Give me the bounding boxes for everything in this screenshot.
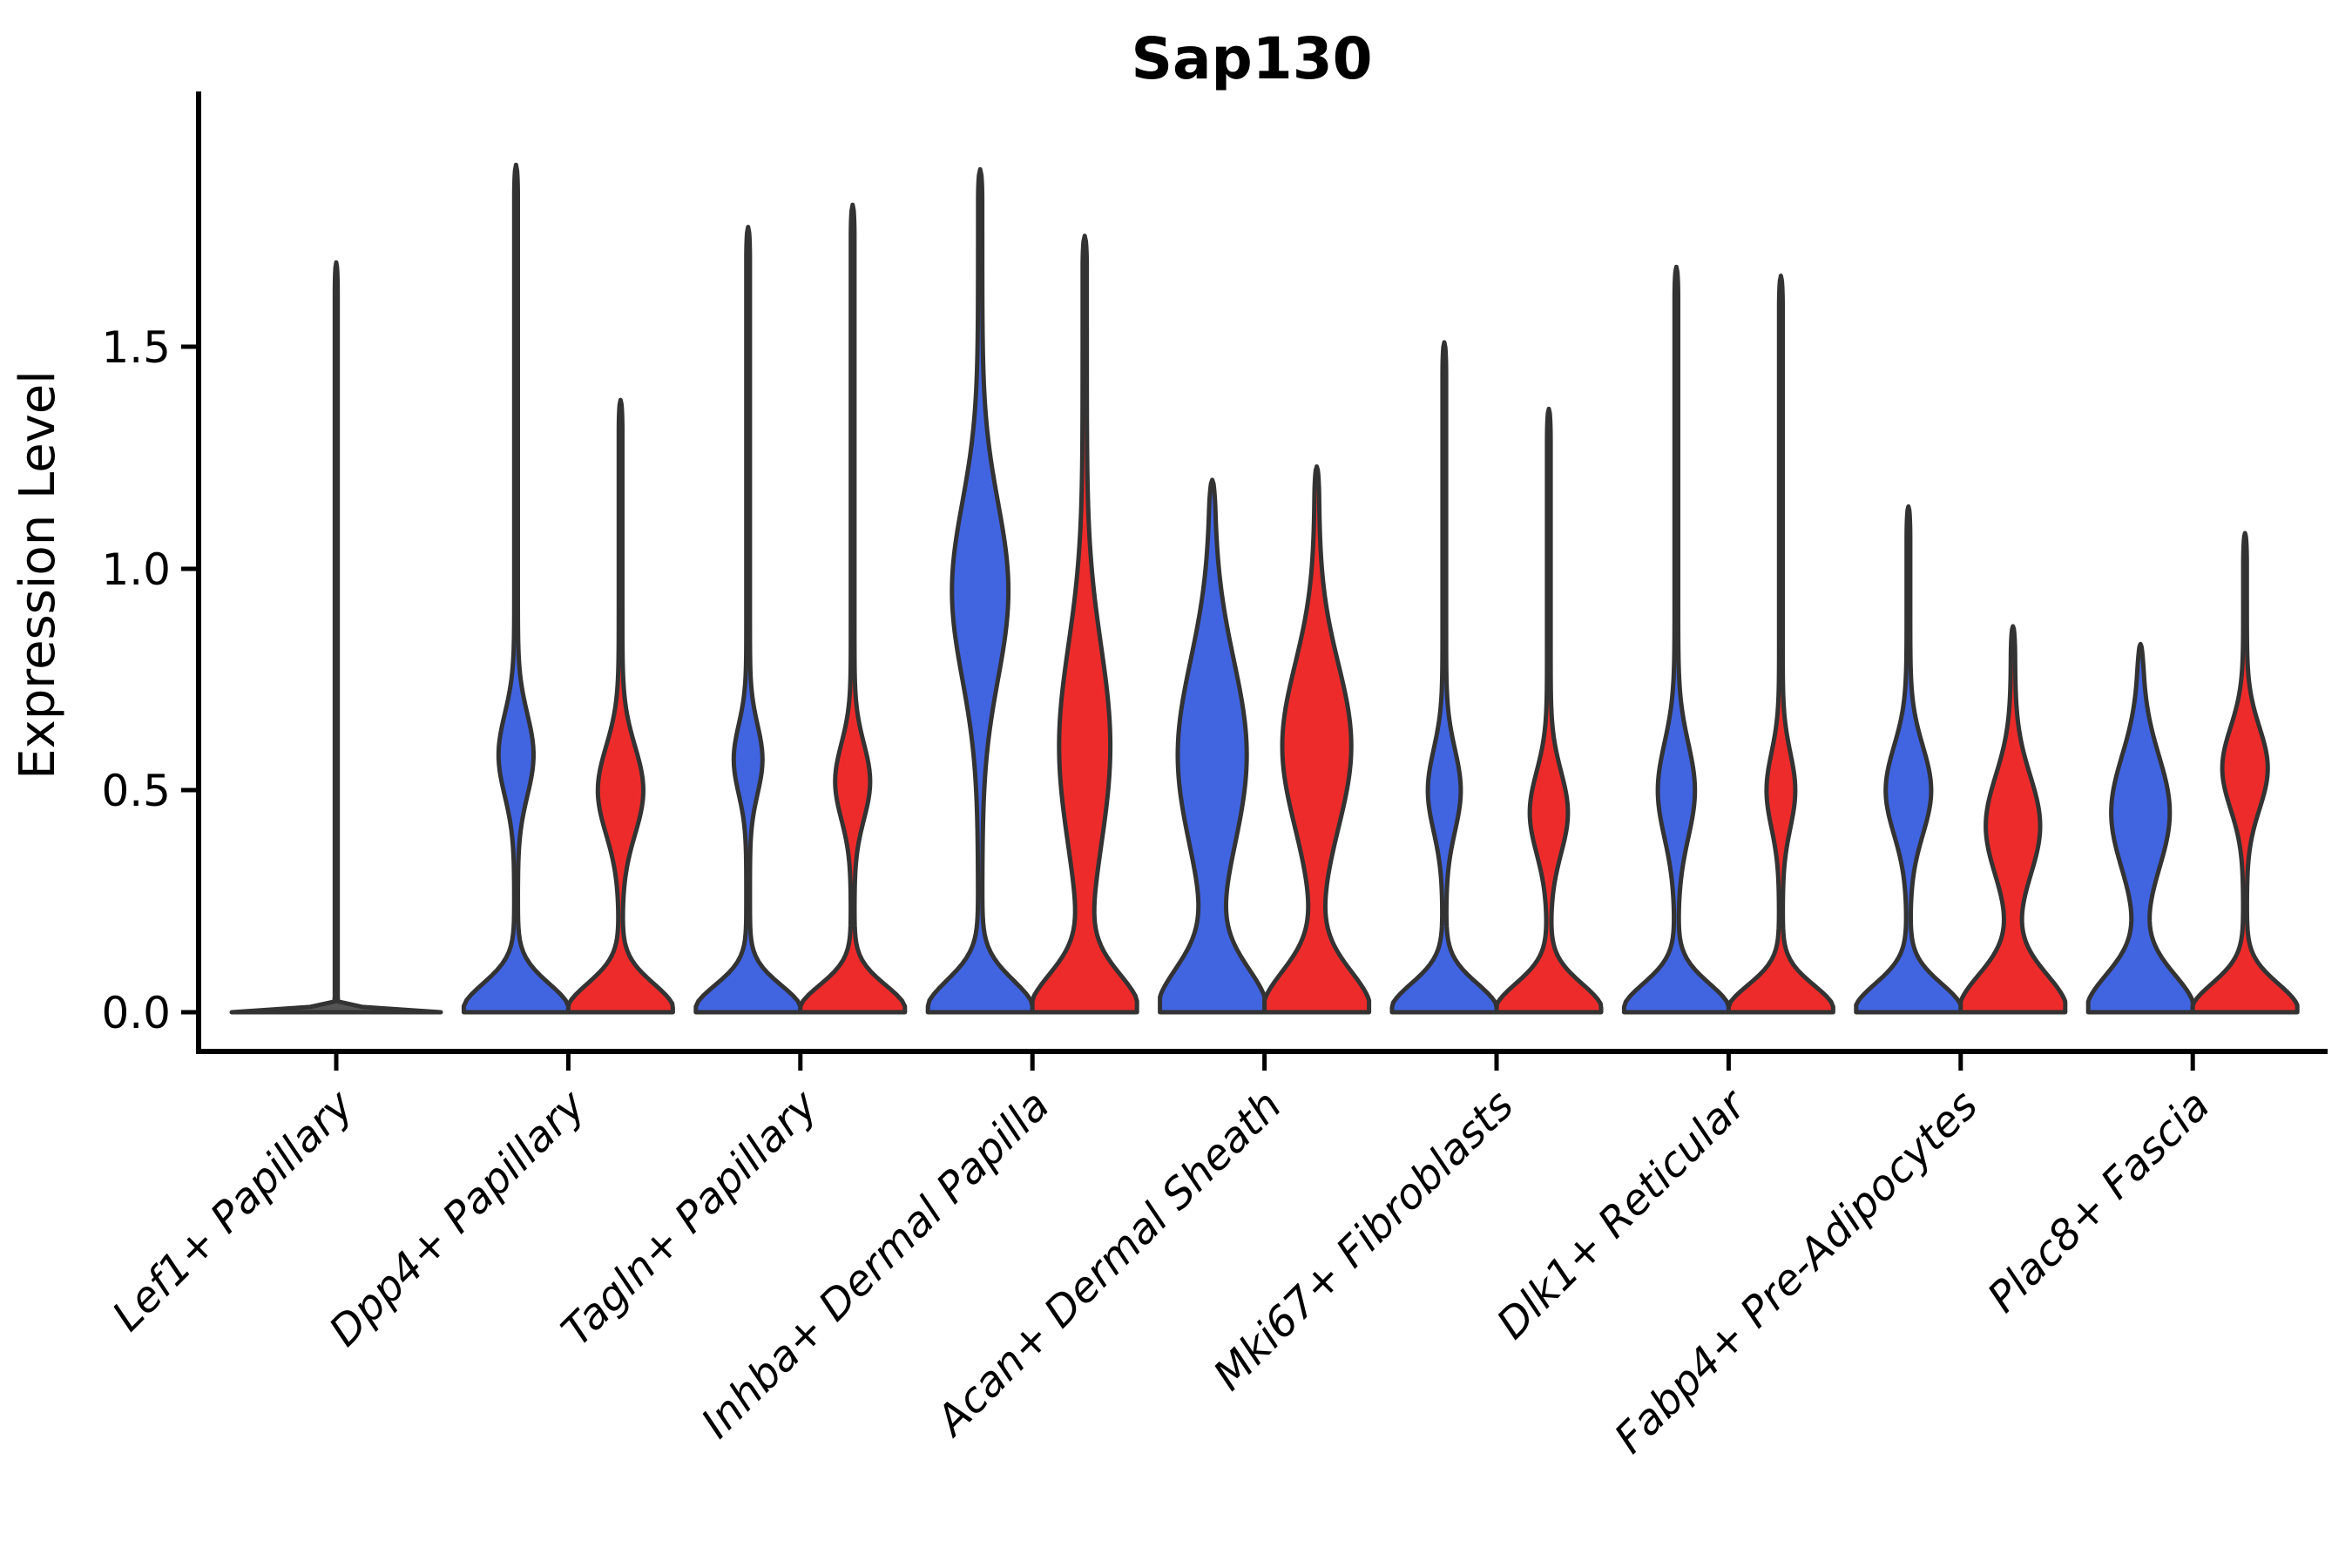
violins-layer [229,162,2300,1015]
violin-acan-dermal-sheath-blue [1158,477,1267,1015]
y-axis-label: Expression Level [10,370,66,780]
violin-dpp4-papillary-blue [461,162,571,1015]
violin-dlk1-reticular-blue [1621,264,1731,1015]
violin-tagln-papillary-red [798,202,908,1015]
violin-tagln-papillary-blue [693,225,803,1015]
violin-mki67-fibroblasts-red [1494,406,1604,1015]
violin-plac8-fascia-blue [2085,641,2195,1015]
violin-acan-dermal-sheath-red [1262,464,1372,1015]
violin-dlk1-reticular-red [1726,274,1835,1015]
violin-fabp4-pre-adipocytes-blue [1854,504,1963,1015]
chart-title: Sap130 [1131,25,1372,92]
y-tick-label-1.5: 1.5 [101,322,171,373]
y-tick-label-0.5: 0.5 [101,766,171,816]
x-category-label-dpp4-papillary: Dpp4+ Papillary [320,1080,595,1355]
y-tick-label-0.0: 0.0 [101,988,171,1038]
y-tick-marks [181,344,199,1015]
y-tick-labels: 0.0 0.5 1.0 1.5 [101,322,171,1038]
violin-fabp4-pre-adipocytes-red [1958,624,2068,1015]
x-category-label-dlk1-reticular: Dlk1+ Reticular [1488,1079,1758,1349]
violin-dpp4-papillary-red [565,397,675,1015]
y-tick-label-1.0: 1.0 [101,544,171,595]
violin-inhba-dermal-papilla-blue [925,166,1035,1015]
violin-inhba-dermal-papilla-red [1030,233,1139,1015]
x-tick-marks [334,1051,2195,1071]
x-category-label-lef1-papillary: Lef1+ Papillary [103,1080,363,1341]
violin-lef1-papillary [229,260,443,1015]
violin-plac8-fascia-red [2190,531,2300,1015]
violin-mki67-fibroblasts-blue [1389,340,1499,1015]
x-category-label-plac8-fascia: Plac8+ Fascia [1978,1081,2220,1322]
x-category-label-tagln-papillary: Tagln+ Papillary [552,1080,828,1355]
